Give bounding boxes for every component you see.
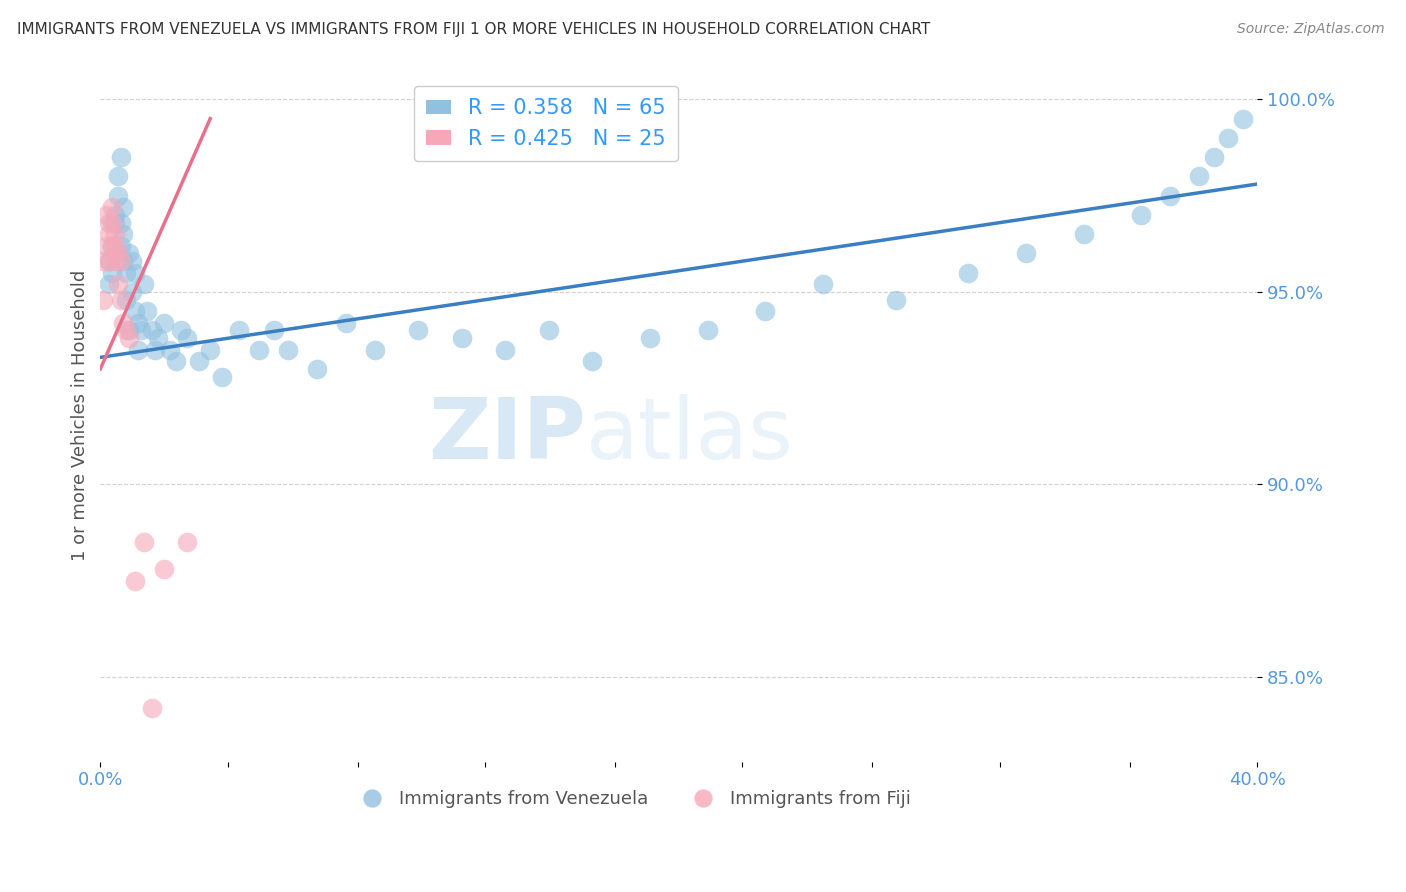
Point [537, 323, 560, 337]
Text: IMMIGRANTS FROM VENEZUELA VS IMMIGRANTS FROM FIJI 1 OR MORE VEHICLES IN HOUSEHOL: IMMIGRANTS FROM VENEZUELA VS IMMIGRANTS … [17, 22, 931, 37]
Point [335, 316, 357, 330]
Point [101, 216, 124, 230]
Point [141, 323, 163, 337]
Point [107, 169, 129, 184]
Point [127, 343, 149, 357]
Point [112, 254, 135, 268]
Y-axis label: 1 or more Vehicles in Household: 1 or more Vehicles in Household [72, 269, 89, 561]
Point [118, 323, 141, 337]
Point [91, 293, 114, 307]
Point [110, 150, 132, 164]
Point [110, 293, 132, 307]
Point [124, 266, 146, 280]
Point [143, 343, 166, 357]
Point [110, 216, 132, 230]
Point [364, 343, 387, 357]
Point [211, 369, 233, 384]
Point [101, 238, 124, 252]
Point [450, 331, 472, 345]
Point [107, 188, 129, 202]
Point [104, 238, 127, 252]
Point [494, 343, 516, 357]
Text: Source: ZipAtlas.com: Source: ZipAtlas.com [1237, 22, 1385, 37]
Point [110, 238, 132, 252]
Point [101, 266, 124, 280]
Point [1232, 112, 1254, 126]
Point [104, 227, 127, 241]
Point [263, 323, 285, 337]
Point [127, 316, 149, 330]
Point [118, 246, 141, 260]
Point [124, 574, 146, 588]
Point [187, 354, 209, 368]
Point [1188, 169, 1211, 184]
Point [98, 216, 121, 230]
Point [124, 304, 146, 318]
Point [107, 246, 129, 260]
Point [104, 254, 127, 268]
Point [247, 343, 270, 357]
Point [104, 216, 127, 230]
Point [115, 266, 138, 280]
Point [91, 254, 114, 268]
Point [581, 354, 603, 368]
Point [94, 238, 117, 252]
Point [696, 323, 718, 337]
Point [813, 277, 835, 292]
Point [101, 238, 124, 252]
Point [112, 200, 135, 214]
Point [884, 293, 907, 307]
Point [132, 277, 155, 292]
Point [148, 331, 170, 345]
Point [107, 246, 129, 260]
Point [153, 562, 176, 576]
Text: ZIP: ZIP [429, 394, 586, 477]
Point [1202, 150, 1225, 164]
Point [277, 343, 299, 357]
Point [1073, 227, 1095, 241]
Point [115, 323, 138, 337]
Point [153, 316, 176, 330]
Point [956, 266, 979, 280]
Point [112, 227, 135, 241]
Point [121, 285, 143, 299]
Point [408, 323, 430, 337]
Point [135, 304, 157, 318]
Point [1216, 131, 1239, 145]
Point [98, 227, 121, 241]
Point [176, 535, 198, 549]
Point [121, 254, 143, 268]
Point [107, 277, 129, 292]
Point [176, 331, 198, 345]
Text: atlas: atlas [586, 394, 794, 477]
Point [98, 254, 121, 268]
Point [638, 331, 661, 345]
Point [129, 323, 152, 337]
Point [165, 354, 187, 368]
Point [98, 277, 121, 292]
Point [112, 316, 135, 330]
Point [110, 254, 132, 268]
Point [118, 331, 141, 345]
Point [159, 343, 181, 357]
Point [104, 208, 127, 222]
Point [170, 323, 193, 337]
Point [1015, 246, 1038, 260]
Point [94, 208, 117, 222]
Point [200, 343, 222, 357]
Point [1159, 188, 1181, 202]
Point [1130, 208, 1153, 222]
Point [228, 323, 250, 337]
Point [307, 362, 329, 376]
Point [141, 701, 163, 715]
Point [98, 254, 121, 268]
Point [754, 304, 776, 318]
Legend: Immigrants from Venezuela, Immigrants from Fiji: Immigrants from Venezuela, Immigrants fr… [347, 782, 918, 815]
Point [132, 535, 155, 549]
Point [115, 293, 138, 307]
Point [101, 200, 124, 214]
